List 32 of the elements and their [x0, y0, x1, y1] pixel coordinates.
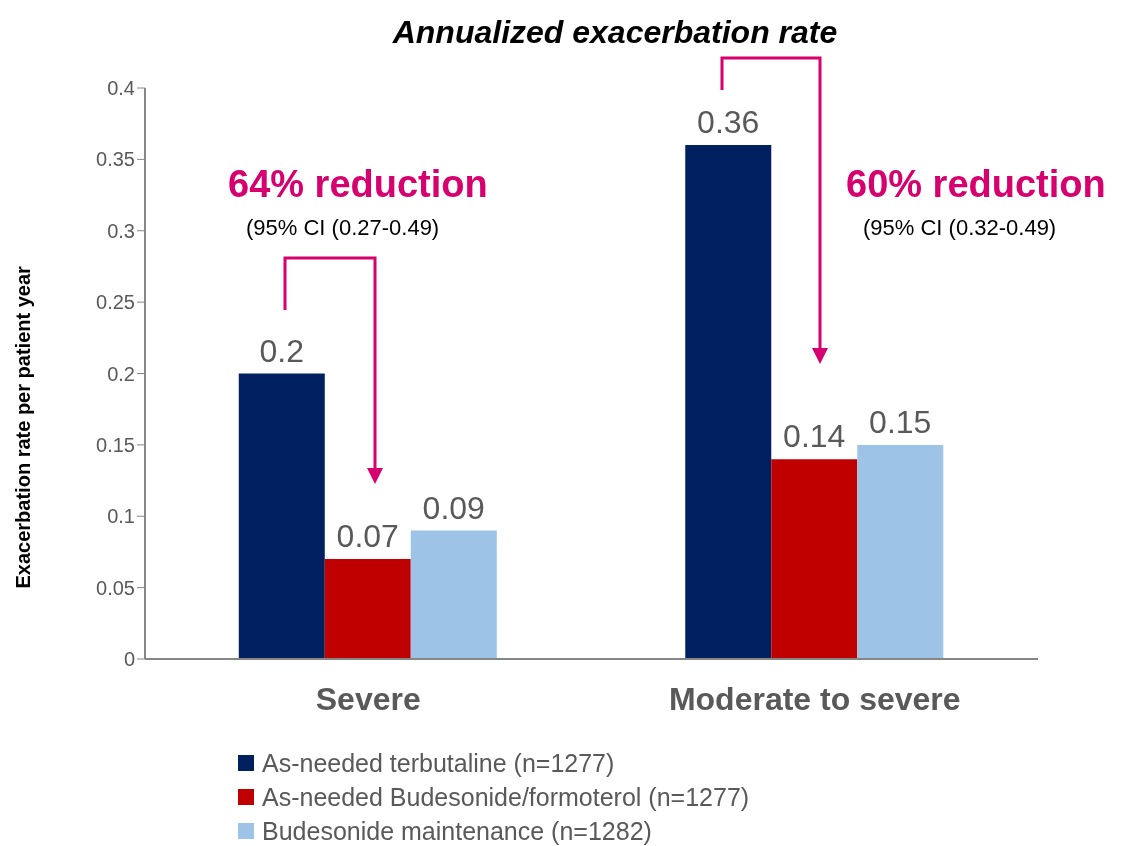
- bar: [771, 459, 858, 659]
- y-tick-label: 0.25: [96, 291, 135, 314]
- y-tick-label: 0.15: [96, 433, 135, 456]
- data-label: 0.2: [259, 332, 305, 369]
- bar: [238, 373, 325, 659]
- y-axis-title: Exacerbation rate per patient year: [12, 265, 35, 589]
- annotation: 60% reduction: [846, 163, 1106, 206]
- legend-label: Budesonide maintenance (n=1282): [261, 815, 653, 846]
- y-tick-label: 0.1: [107, 505, 135, 528]
- y-tick-label: 0: [123, 648, 135, 671]
- y-tick-label: 0.2: [107, 362, 135, 385]
- data-label: 0.15: [869, 403, 932, 440]
- x-tick-label: Moderate to severe: [668, 680, 961, 717]
- data-label: 0.36: [697, 104, 760, 141]
- legend-label: As-needed Budesonide/formoterol (n=1277): [261, 781, 750, 813]
- legend-label: As-needed terbutaline (n=1277): [261, 747, 616, 779]
- data-label: 0.09: [422, 489, 485, 526]
- annotation: (95% CI (0.32-0.49): [863, 215, 1057, 241]
- annotation: 64% reduction: [228, 163, 488, 206]
- y-tick-label: 0.3: [107, 219, 135, 242]
- annotation: (95% CI (0.27-0.49): [246, 215, 440, 241]
- chart-title: Annualized exacerbation rate: [391, 14, 839, 51]
- y-tick-label: 0.4: [107, 77, 135, 100]
- y-tick-label: 0.35: [96, 148, 135, 171]
- y-tick-label: 0.05: [96, 576, 135, 599]
- bar: [857, 444, 944, 659]
- x-tick-label: Severe: [315, 680, 421, 717]
- data-label: 0.14: [783, 418, 846, 455]
- bar: [324, 559, 411, 659]
- bar: [685, 145, 772, 659]
- bar: [410, 530, 497, 659]
- data-label: 0.07: [336, 518, 399, 555]
